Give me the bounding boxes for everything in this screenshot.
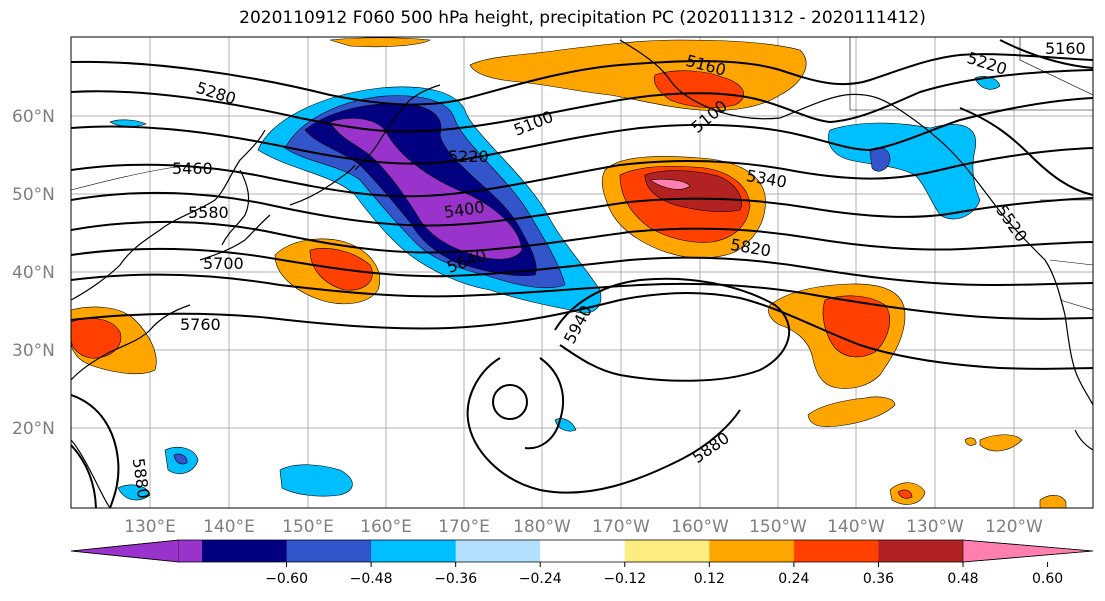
lon-label: 140°W xyxy=(827,517,885,537)
lat-label: 50°N xyxy=(12,185,55,205)
colorbar-tick-label: 0.24 xyxy=(778,571,809,587)
colorbar-tick-label: −0.12 xyxy=(603,571,646,587)
colorbar: −0.60 −0.48 −0.36 −0.24 −0.12 0.12 0.24 0.36 0.4… xyxy=(70,539,1094,587)
map-frame xyxy=(70,36,1094,509)
colorbar-extend-high xyxy=(962,539,1094,563)
height-contours xyxy=(71,39,1093,508)
colorbar-segment xyxy=(286,540,372,562)
colorbar-segment xyxy=(540,540,626,562)
colorbar-tick-label: 0.48 xyxy=(947,571,978,587)
borders xyxy=(71,37,1093,311)
colorbar-tick-label: −0.60 xyxy=(265,571,308,587)
lon-label: 140°E xyxy=(203,517,255,537)
colorbar-tick-label: 0.60 xyxy=(1032,571,1063,587)
colorbar-segment xyxy=(709,540,795,562)
lon-label: 160°W xyxy=(671,517,729,537)
contour-label: 5160 xyxy=(1045,39,1086,58)
lon-label: 150°W xyxy=(749,517,807,537)
lon-label: 130°E xyxy=(124,517,176,537)
colorbar-tick-label: −0.48 xyxy=(350,571,393,587)
lon-label: 150°E xyxy=(282,517,334,537)
contour-label: 5580 xyxy=(188,203,229,222)
coastlines xyxy=(71,39,1093,508)
colorbar-extend-low xyxy=(70,539,180,563)
lat-label: 20°N xyxy=(12,419,55,439)
contour-label: 5760 xyxy=(180,315,221,334)
colorbar-tick-label: 0.36 xyxy=(863,571,894,587)
lon-label: 170°W xyxy=(592,517,650,537)
lat-label: 30°N xyxy=(12,341,55,361)
contour-label: 5220 xyxy=(448,147,489,166)
colorbar-segment xyxy=(878,540,964,562)
lat-label: 40°N xyxy=(12,263,55,283)
lon-label: 180°W xyxy=(513,517,571,537)
lon-label: 130°W xyxy=(906,517,964,537)
colorbar-segment xyxy=(371,540,457,562)
lon-label: 160°E xyxy=(360,517,412,537)
longitude-labels: 130°E 140°E 150°E 160°E 170°E 180°W 170°… xyxy=(124,517,1043,537)
colorbar-tick-label: −0.36 xyxy=(434,571,477,587)
map-title: 2020110912 F060 500 hPa height, precipit… xyxy=(239,8,926,28)
colorbar-segment xyxy=(455,540,541,562)
latitude-labels: 60°N 50°N 40°N 30°N 20°N xyxy=(12,107,55,439)
colorbar-segment xyxy=(793,540,879,562)
lat-label: 60°N xyxy=(12,107,55,127)
lon-label: 120°W xyxy=(985,517,1043,537)
contour-label: 5700 xyxy=(203,254,244,273)
precip-anomaly-shading xyxy=(71,37,1067,508)
colorbar-outline xyxy=(70,539,1094,563)
colorbar-segment xyxy=(202,540,288,562)
colorbar-segment xyxy=(624,540,710,562)
colorbar-segment xyxy=(179,540,202,562)
colorbar-tick-label: 0.12 xyxy=(694,571,725,587)
colorbar-tick-label: −0.24 xyxy=(519,571,562,587)
contour-label: 5460 xyxy=(172,159,213,178)
lon-label: 170°E xyxy=(438,517,490,537)
